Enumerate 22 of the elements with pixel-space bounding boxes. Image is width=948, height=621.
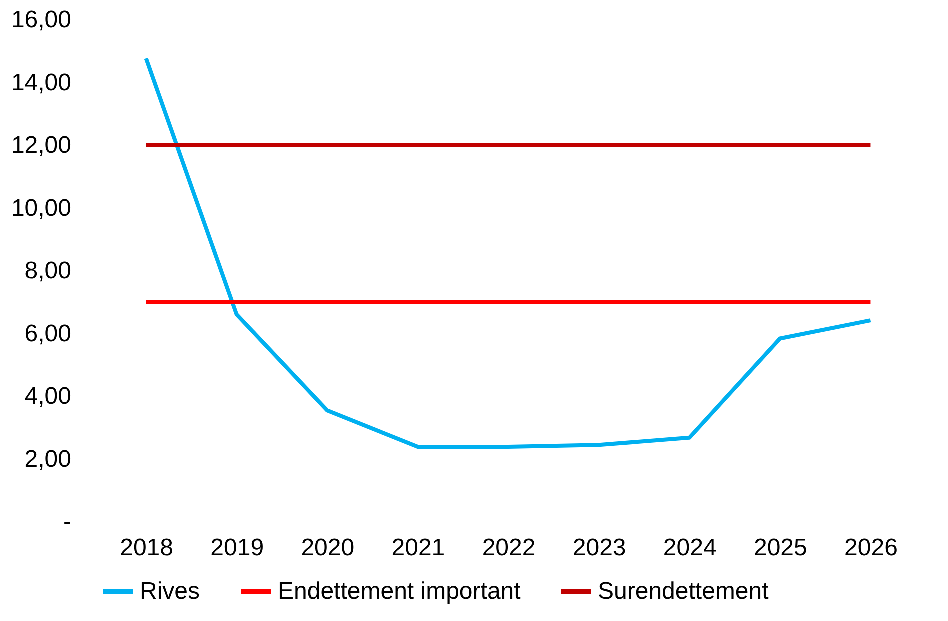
x-tick-label: 2019 bbox=[210, 534, 264, 562]
x-tick-label: 2018 bbox=[120, 534, 174, 562]
x-tick-label: 2025 bbox=[754, 534, 808, 562]
y-tick-label: - bbox=[64, 508, 72, 536]
x-tick-label: 2022 bbox=[482, 534, 536, 562]
x-tick-label: 2021 bbox=[392, 534, 446, 562]
legend-label: Rives bbox=[140, 578, 200, 605]
x-tick-label: 2020 bbox=[301, 534, 355, 562]
y-tick-label: 2,00 bbox=[24, 446, 72, 473]
y-tick-label: 16,00 bbox=[11, 6, 72, 34]
legend-label: Surendettement bbox=[598, 578, 770, 605]
x-tick-label: 2026 bbox=[844, 534, 898, 562]
legend-label: Endettement important bbox=[278, 578, 522, 605]
x-tick-label: 2023 bbox=[572, 534, 626, 562]
line-series bbox=[144, 56, 873, 450]
y-tick-label: 8,00 bbox=[24, 258, 72, 284]
y-tick-label: 14,00 bbox=[11, 69, 72, 96]
y-tick-label: 12,00 bbox=[11, 132, 72, 159]
y-tick-label: 6,00 bbox=[24, 320, 72, 348]
x-tick-label: 2024 bbox=[663, 534, 717, 562]
y-tick-label: 10,00 bbox=[11, 194, 72, 222]
y-tick-label: 4,00 bbox=[24, 383, 72, 410]
